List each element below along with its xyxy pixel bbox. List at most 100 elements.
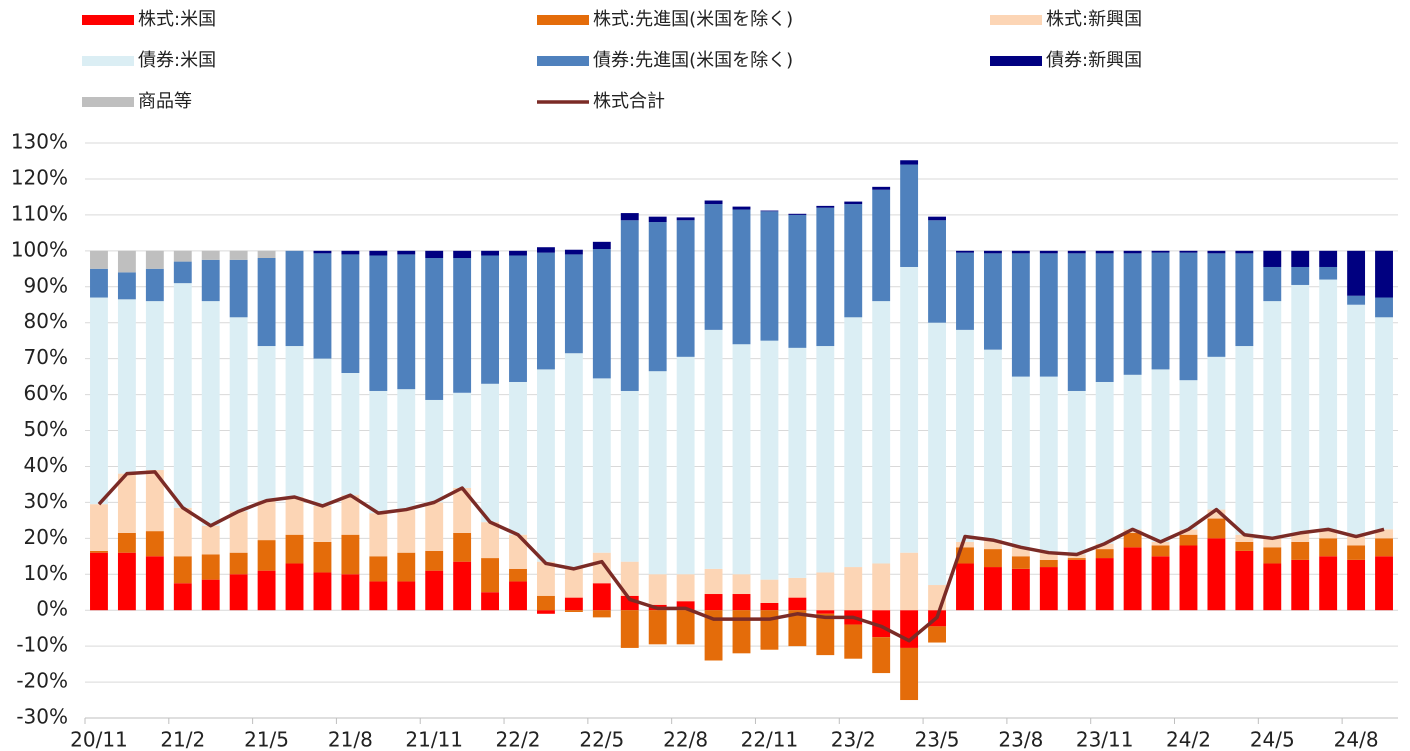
y-tick-label: 20% bbox=[24, 525, 68, 549]
bar-segment bbox=[313, 253, 332, 359]
bar-segment bbox=[313, 572, 332, 611]
bar-segment bbox=[117, 272, 136, 300]
bar-segment bbox=[1319, 279, 1338, 530]
bar-segment bbox=[425, 258, 444, 400]
bar-segment bbox=[229, 511, 248, 553]
x-tick-label: 24/2 bbox=[1166, 728, 1211, 751]
bar-segment bbox=[928, 220, 946, 323]
bar-segment bbox=[592, 610, 611, 618]
bar-segment bbox=[900, 552, 919, 611]
bar-segment bbox=[453, 250, 472, 258]
bar-segment bbox=[145, 531, 164, 557]
bar-segment bbox=[620, 610, 639, 648]
bar-segment bbox=[983, 549, 1002, 568]
bar-segment bbox=[956, 563, 974, 611]
bar-segment bbox=[397, 254, 416, 390]
x-tick-label: 23/8 bbox=[998, 728, 1043, 751]
bar-segment bbox=[145, 556, 164, 611]
bar-segment bbox=[1207, 538, 1226, 611]
bar-segment bbox=[509, 581, 527, 611]
bar-segment bbox=[564, 353, 583, 568]
bar-segment bbox=[229, 317, 248, 512]
bar-segment bbox=[704, 200, 723, 205]
x-tick-label: 23/11 bbox=[1076, 728, 1134, 751]
bar-segment bbox=[1011, 250, 1030, 254]
bar-segment bbox=[648, 371, 667, 575]
bar-segment bbox=[1207, 518, 1226, 539]
bar-segment bbox=[676, 356, 695, 575]
x-tick-label: 22/8 bbox=[663, 728, 708, 751]
bar-segment bbox=[704, 610, 723, 661]
bar-segment bbox=[1123, 532, 1142, 548]
bar-segment bbox=[313, 505, 332, 542]
bar-segment bbox=[257, 346, 276, 501]
bar-segment bbox=[1095, 543, 1114, 550]
bar-segment bbox=[983, 349, 1002, 541]
bar-segment bbox=[1207, 253, 1226, 357]
bar-segment bbox=[648, 222, 667, 372]
y-tick-label: 50% bbox=[24, 417, 68, 441]
y-tick-label: -30% bbox=[16, 705, 68, 729]
bar-segment bbox=[1151, 541, 1170, 546]
bar-segment bbox=[760, 603, 779, 611]
bar-segment bbox=[341, 250, 360, 255]
bar-segment bbox=[732, 206, 751, 210]
bar-segment bbox=[201, 525, 220, 555]
bar-segment bbox=[1347, 536, 1366, 546]
bar-segment bbox=[90, 268, 108, 298]
y-tick-label: 100% bbox=[11, 237, 68, 261]
bar-segment bbox=[257, 250, 276, 258]
bar-segment bbox=[1179, 250, 1198, 253]
bar-segment bbox=[564, 597, 583, 611]
bar-segment bbox=[313, 250, 332, 254]
bar-segment bbox=[592, 378, 611, 553]
bar-segment bbox=[564, 610, 583, 612]
bar-segment bbox=[592, 241, 611, 250]
bar-segment bbox=[369, 255, 388, 391]
bar-segment bbox=[201, 579, 220, 611]
bar-segment bbox=[1263, 538, 1282, 548]
bar-segment bbox=[732, 594, 751, 611]
bar-segment bbox=[1179, 252, 1198, 381]
x-tick-label: 24/5 bbox=[1250, 728, 1295, 751]
bar-segment bbox=[816, 205, 835, 208]
bar-segment bbox=[872, 189, 891, 302]
bar-segment bbox=[760, 211, 779, 341]
bar-segment bbox=[425, 250, 444, 258]
bar-segment bbox=[1319, 266, 1338, 280]
bar-segment bbox=[369, 390, 388, 514]
bar-segment bbox=[1375, 297, 1393, 318]
bar-segment bbox=[900, 164, 919, 267]
bar-segment bbox=[620, 213, 639, 221]
bar-segment bbox=[537, 561, 555, 596]
bar-segment bbox=[257, 540, 276, 571]
legend-label: 商品等 bbox=[138, 91, 192, 112]
bar-segment bbox=[1207, 509, 1226, 519]
bar-segment bbox=[1039, 559, 1058, 568]
bar-segment bbox=[956, 541, 974, 548]
bar-segment bbox=[537, 247, 555, 253]
bar-segment bbox=[1039, 567, 1058, 611]
bar-segment bbox=[1263, 266, 1282, 302]
bar-segment bbox=[257, 570, 276, 611]
x-tick-label: 23/2 bbox=[831, 728, 876, 751]
bar-segment bbox=[1319, 529, 1338, 539]
bar-segment bbox=[844, 201, 863, 205]
bar-segment bbox=[397, 581, 416, 611]
bar-segment bbox=[564, 254, 583, 354]
bar-segment bbox=[983, 250, 1002, 254]
bar-segment bbox=[201, 259, 220, 302]
bar-segment bbox=[90, 504, 108, 551]
bar-segment bbox=[117, 552, 136, 611]
bar-segment bbox=[145, 268, 164, 302]
bar-segment bbox=[592, 552, 611, 584]
bar-segment bbox=[1291, 541, 1310, 560]
bar-segment bbox=[872, 563, 891, 611]
x-tick-label: 21/2 bbox=[160, 728, 205, 751]
bar-segment bbox=[453, 488, 472, 533]
bar-segment bbox=[425, 570, 444, 611]
bar-segment bbox=[1207, 250, 1226, 254]
bar-segment bbox=[285, 346, 304, 497]
bar-segment bbox=[1011, 568, 1030, 611]
bar-segment bbox=[1263, 547, 1282, 564]
